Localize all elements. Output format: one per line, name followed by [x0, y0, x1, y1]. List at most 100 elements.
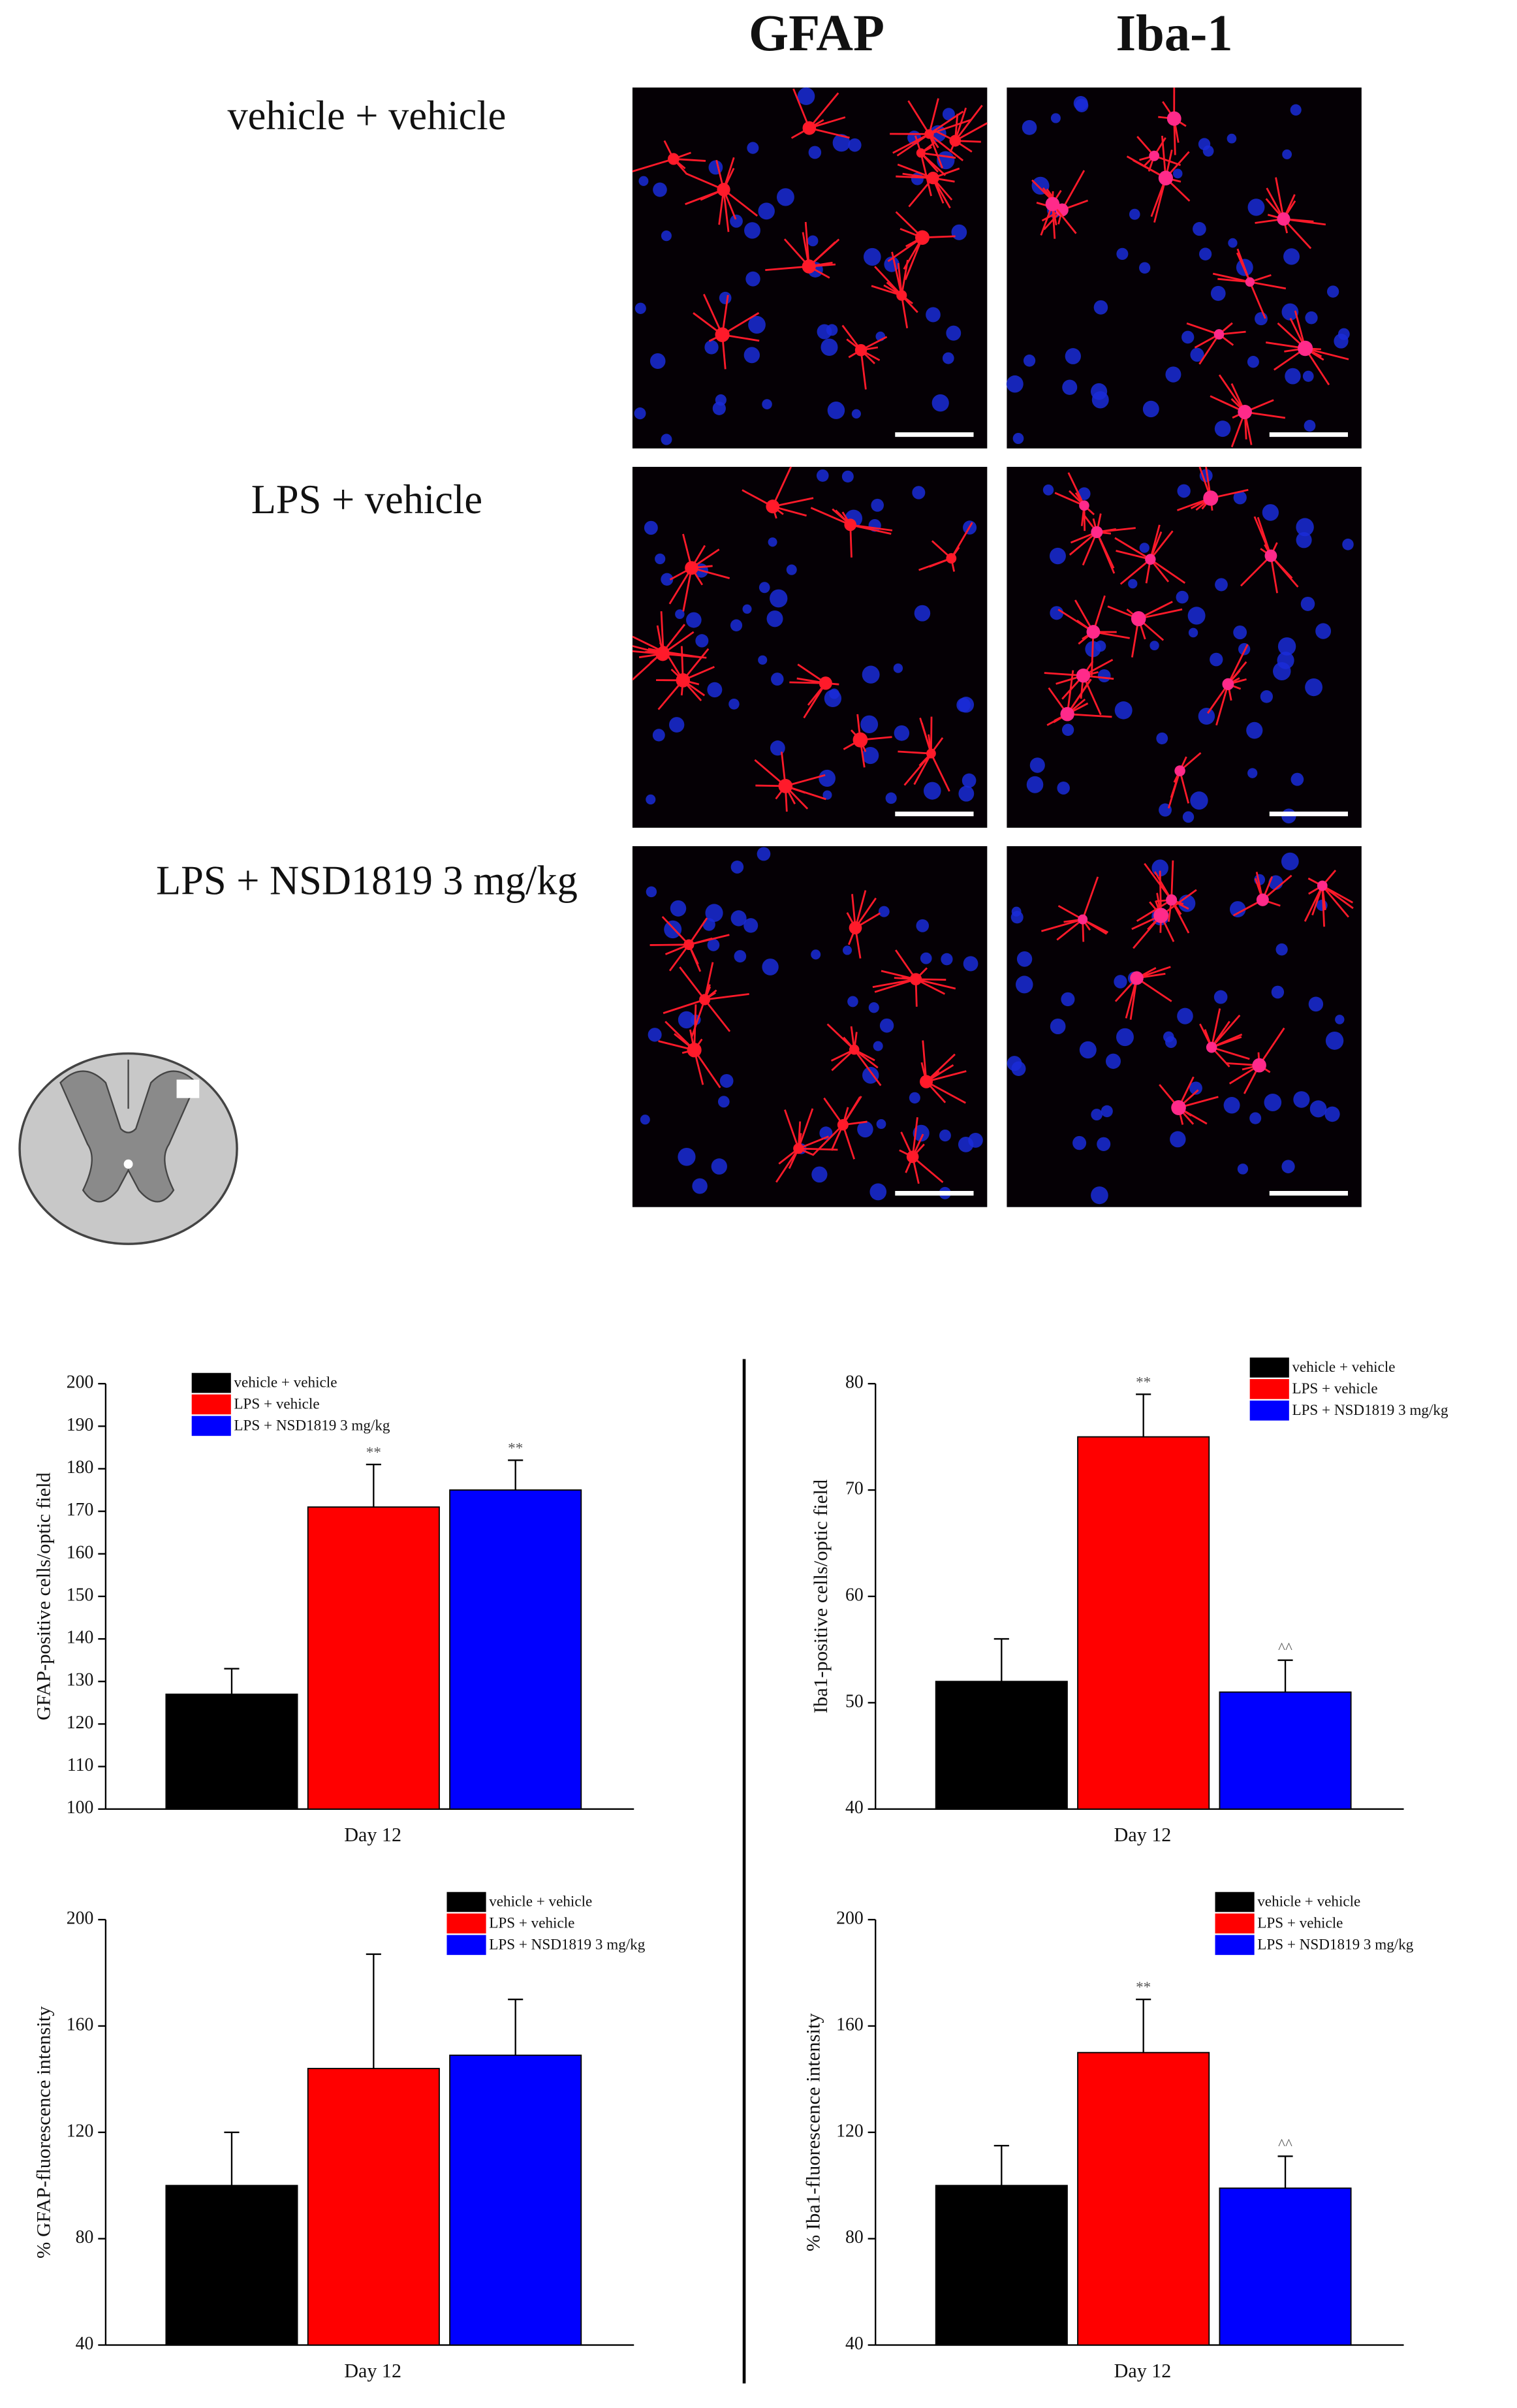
- significance-label: **: [1136, 1374, 1151, 1391]
- cell-process: [892, 133, 930, 154]
- nucleus: [744, 222, 760, 239]
- nucleus: [868, 1002, 879, 1013]
- nucleus: [661, 230, 672, 242]
- nucleus: [819, 769, 836, 787]
- cell-process: [685, 172, 725, 191]
- y-tick-label: 120: [67, 1713, 94, 1733]
- error-bar: [1277, 1659, 1293, 1692]
- error-bar: [366, 1463, 381, 1508]
- cell-process: [926, 1081, 966, 1104]
- x-tick-label: Day 12: [344, 1824, 401, 1846]
- nucleus: [1335, 1015, 1345, 1024]
- y-tick-label: 80: [76, 2227, 94, 2247]
- nucleus: [827, 401, 845, 419]
- nucleus: [1139, 262, 1151, 274]
- nucleus: [1049, 547, 1066, 565]
- nucleus: [1198, 708, 1215, 725]
- cell-process: [1126, 155, 1166, 179]
- cell-process: [912, 1156, 944, 1183]
- cell-body: [778, 778, 793, 793]
- nucleus: [878, 906, 890, 917]
- cell-process: [926, 1053, 956, 1083]
- error-bar: [1277, 2155, 1293, 2189]
- x-tick-label: Day 12: [1114, 2360, 1172, 2382]
- cell-body: [1171, 1100, 1186, 1116]
- cell-process: [809, 127, 850, 139]
- nucleus: [730, 619, 743, 631]
- nucleus: [1061, 992, 1075, 1007]
- significance-label: **: [508, 1440, 523, 1457]
- cell-process: [954, 104, 983, 142]
- nucleus: [653, 182, 667, 197]
- y-tick-label: 200: [67, 1908, 94, 1928]
- cell-body: [1245, 277, 1255, 287]
- cell-process: [926, 1070, 967, 1083]
- bar: [307, 1506, 440, 1810]
- cell-body: [699, 994, 711, 1006]
- nucleus: [1177, 484, 1191, 498]
- cell-process: [1322, 885, 1353, 904]
- cell-process: [784, 1109, 800, 1149]
- bar: [1219, 1691, 1352, 1810]
- nucleus: [649, 353, 666, 370]
- y-tick-label: 170: [67, 1500, 94, 1520]
- nucleus: [1190, 347, 1204, 362]
- cell-body: [1264, 549, 1277, 562]
- central-canal: [123, 1159, 133, 1169]
- cell-process: [704, 992, 749, 1001]
- cell-process: [682, 567, 693, 612]
- nucleus: [1095, 641, 1106, 652]
- cell-body: [1222, 678, 1234, 690]
- nucleus: [1091, 1109, 1103, 1121]
- cell-body: [1317, 880, 1328, 891]
- nucleus: [1290, 772, 1304, 786]
- nucleus: [707, 938, 720, 951]
- nucleus: [1210, 652, 1223, 667]
- cell-process: [663, 998, 705, 1015]
- cell-process: [1136, 899, 1172, 922]
- nucleus: [821, 338, 838, 356]
- cell-process: [954, 122, 988, 142]
- cell-process: [668, 567, 693, 605]
- nucleus: [745, 271, 760, 287]
- nucleus: [1264, 1093, 1282, 1112]
- y-tick-label: 40: [845, 1798, 864, 1818]
- x-tick-label: Day 12: [344, 2360, 401, 2382]
- cell-process: [850, 524, 892, 535]
- nucleus: [832, 134, 851, 152]
- cell-body: [920, 1075, 933, 1088]
- cell-process: [1215, 684, 1229, 726]
- cell-process: [860, 350, 867, 390]
- nucleus: [1023, 355, 1036, 367]
- cell-process: [1270, 555, 1299, 588]
- cell-process: [1283, 218, 1326, 226]
- cell-body: [946, 553, 957, 564]
- nucleus: [1170, 1131, 1186, 1148]
- nucleus: [1249, 1112, 1262, 1124]
- nucleus: [734, 950, 747, 963]
- nucleus: [916, 919, 930, 932]
- nucleus: [1283, 248, 1300, 265]
- bar: [1219, 2187, 1352, 2346]
- cell-process: [1057, 609, 1094, 633]
- nucleus: [873, 1041, 883, 1051]
- nucleus: [786, 564, 797, 575]
- significance-label: ^^: [1278, 2136, 1292, 2153]
- nucleus: [808, 146, 822, 159]
- legend-label: LPS + vehicle: [1257, 1914, 1343, 1931]
- error-bar: [224, 2131, 240, 2186]
- cell-process: [775, 1148, 800, 1183]
- nucleus: [1229, 901, 1246, 917]
- cell-body: [1078, 914, 1088, 925]
- nucleus: [742, 604, 752, 614]
- nucleus: [705, 904, 723, 923]
- cell-process: [688, 917, 708, 945]
- cell-process: [1054, 492, 1085, 507]
- nucleus: [848, 138, 862, 152]
- y-tick-label: 120: [67, 2121, 94, 2141]
- nucleus: [1181, 330, 1195, 344]
- row-label: LPS + NSD1819 3 mg/kg: [156, 857, 578, 904]
- micrograph: [632, 846, 988, 1207]
- nucleus: [1165, 366, 1181, 383]
